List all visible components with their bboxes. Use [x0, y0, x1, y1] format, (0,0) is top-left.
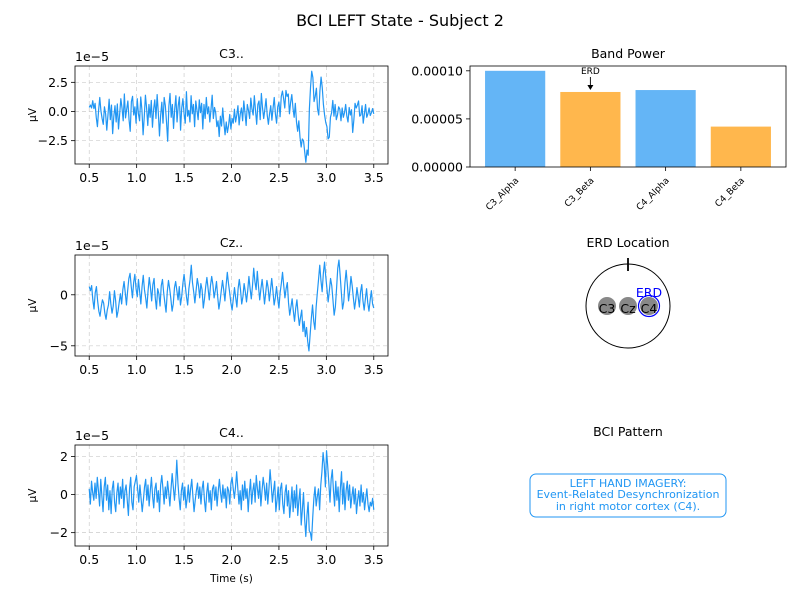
band-power-panel: 0.00000 0.00005 0.00010 C3_Alpha C3_Beta C4_A… — [411, 46, 787, 213]
y-axis-label: µV — [27, 107, 39, 122]
x-tick-label: 1.0 — [127, 170, 147, 185]
signal-line — [88, 70, 375, 163]
panel-title: Cz.. — [220, 235, 243, 250]
y-offset-label: 1e−5 — [75, 428, 109, 443]
y-tick-label: 0.00000 — [411, 160, 463, 175]
erd-location-panel: ERD Location C3 Cz C4 ERD — [585, 235, 671, 349]
figure-title: BCI LEFT State - Subject 2 — [296, 11, 504, 30]
cz-signal-panel: 0.5 1.0 1.5 2.0 2.5 3.0 3.5 0 −5 Cz.. 1e−5 µV — [27, 235, 389, 377]
x-tick-label: 1.5 — [174, 170, 194, 185]
x-tick-label: 0.5 — [79, 362, 99, 377]
x-tick-label: 0.5 — [79, 170, 99, 185]
pattern-note-line-3: in right motor cortex (C4). — [556, 500, 700, 513]
x-tick-label: 2.0 — [222, 552, 242, 567]
x-tick-label: 2.5 — [269, 362, 289, 377]
y-tick-label: −5 — [50, 338, 68, 353]
pattern-note-line-2: Event-Related Desynchronization — [537, 488, 720, 501]
erd-annotation-label: ERD — [581, 67, 600, 77]
erd-highlight-ring — [637, 294, 661, 318]
bar-c4-alpha — [635, 90, 696, 167]
panel-title: C4.. — [219, 425, 244, 440]
c3-signal-panel: 0.5 1.0 1.5 2.0 2.5 3.0 3.5 2.5 0.0 −2.5 C3.. 1e−5 µ… — [27, 46, 389, 185]
y-tick-label: 2 — [60, 449, 68, 464]
y-tick-label: 0.0 — [48, 104, 68, 119]
signal-line — [88, 259, 375, 352]
y-tick-label: −2 — [50, 525, 68, 540]
electrode-label-c3: C3 — [599, 301, 616, 316]
y-axis-label: µV — [27, 298, 39, 313]
bar-c3-alpha — [485, 70, 546, 167]
c4-signal-panel: 0.5 1.0 1.5 2.0 2.5 3.0 3.5 2 0 −2 C4.. 1e−5 µV Time … — [27, 425, 389, 585]
x-tick-label: 2.5 — [269, 170, 289, 185]
bci-pattern-title: BCI Pattern — [593, 424, 663, 439]
electrode-c3 — [598, 297, 616, 315]
y-tick-label: 0.00005 — [411, 111, 463, 126]
electrode-label-c4: C4 — [641, 301, 658, 316]
x-tick-label: C3_Beta — [563, 176, 596, 209]
x-tick-label: 2.0 — [222, 170, 242, 185]
x-tick-label: 3.0 — [316, 170, 336, 185]
erd-location-title: ERD Location — [586, 235, 669, 250]
y-tick-label: −2.5 — [38, 133, 68, 148]
bar-c4-beta — [710, 126, 771, 167]
x-tick-label: C3_Alpha — [484, 176, 521, 213]
x-tick-label: 3.0 — [316, 552, 336, 567]
x-tick-label: 1.5 — [174, 362, 194, 377]
panel-title: C3.. — [219, 46, 244, 61]
x-tick-label: 1.5 — [174, 552, 194, 567]
x-tick-label: 1.0 — [127, 552, 147, 567]
x-axis-label: Time (s) — [209, 573, 253, 585]
x-tick-label: 3.5 — [364, 552, 384, 567]
axes-frame — [469, 65, 787, 168]
bar-c3-beta — [560, 91, 621, 167]
erd-annotation-arrow-head — [587, 84, 594, 90]
x-tick-label: 2.0 — [222, 362, 242, 377]
y-axis-label: µV — [27, 488, 39, 503]
x-tick-label: C4_Beta — [714, 176, 747, 209]
x-tick-label: 3.5 — [364, 170, 384, 185]
y-offset-label: 1e−5 — [75, 49, 109, 64]
electrode-c4 — [640, 297, 658, 315]
x-tick-label: C4_Alpha — [635, 176, 672, 213]
x-tick-label: 3.5 — [364, 362, 384, 377]
y-tick-label: 0 — [60, 487, 68, 502]
x-tick-label: 3.0 — [316, 362, 336, 377]
signal-line — [88, 450, 375, 541]
x-tick-label: 2.5 — [269, 552, 289, 567]
y-tick-label: 0.00010 — [411, 63, 463, 78]
x-tick-label: 1.0 — [127, 362, 147, 377]
pattern-note-box — [529, 473, 727, 518]
y-tick-label: 0 — [60, 287, 68, 302]
electrode-label-cz: Cz — [620, 301, 636, 316]
x-tick-label: 0.5 — [79, 552, 99, 567]
y-offset-label: 1e−5 — [75, 238, 109, 253]
y-tick-label: 2.5 — [48, 75, 68, 90]
bci-pattern-panel: BCI Pattern LEFT HAND IMAGERY: Event-Rel… — [529, 424, 727, 518]
erd-label: ERD — [636, 285, 662, 300]
pattern-note-line-1: LEFT HAND IMAGERY: — [570, 477, 687, 490]
electrode-cz — [619, 297, 637, 315]
panel-title: Band Power — [591, 46, 666, 61]
